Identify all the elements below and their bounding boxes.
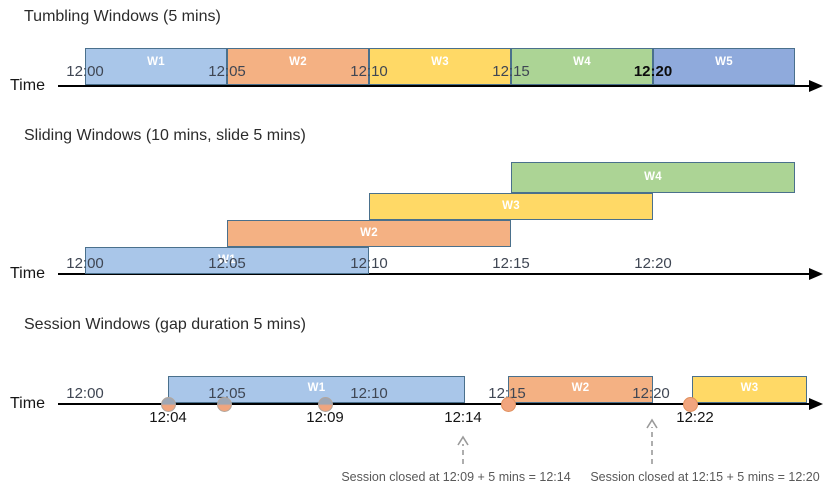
window-label: W2 xyxy=(289,56,307,68)
event-dot xyxy=(216,397,232,412)
window-bar-w2: W2 xyxy=(227,220,511,247)
time-axis-label: Time xyxy=(10,395,45,412)
window-bar-w4: W4 xyxy=(511,48,653,85)
event-time-label: 12:22 xyxy=(676,409,714,426)
section-title-sliding: Sliding Windows (10 mins, slide 5 mins) xyxy=(24,127,306,144)
window-label: W1 xyxy=(218,254,236,266)
session-close-arrow-icon xyxy=(646,418,658,464)
tick-label: 12:15 xyxy=(492,63,530,80)
tick-label: 12:10 xyxy=(350,63,388,80)
tick-label: 12:20 xyxy=(632,385,670,402)
session-close-caption: Session closed at 12:15 + 5 mins = 12:20 xyxy=(590,470,820,484)
window-bar-w1: W1 xyxy=(85,247,369,274)
tick-label: 12:15 xyxy=(492,255,530,272)
time-axis-label: Time xyxy=(10,265,45,282)
window-label: W3 xyxy=(740,382,759,394)
event-time-label: 12:04 xyxy=(149,409,187,426)
tick-label: 12:20 xyxy=(634,255,672,272)
session-close-arrow-icon xyxy=(457,435,469,464)
window-bar-w4: W4 xyxy=(511,162,795,193)
tick-label: 12:05 xyxy=(208,255,246,272)
window-label: W3 xyxy=(502,200,520,212)
session-close-caption: Session closed at 12:09 + 5 mins = 12:14 xyxy=(341,470,571,484)
event-time-label: 12:14 xyxy=(444,409,482,426)
axis-arrowhead-icon xyxy=(809,80,823,92)
window-label: W4 xyxy=(644,171,662,183)
axis-arrowhead-icon xyxy=(809,268,823,280)
window-label: W4 xyxy=(573,56,591,68)
window-bar-w2: W2 xyxy=(227,48,369,85)
window-bar-w1: W1 xyxy=(168,376,465,403)
window-bar-w3: W3 xyxy=(369,48,511,85)
section-title-tumbling: Tumbling Windows (5 mins) xyxy=(24,8,221,25)
axis-arrowhead-icon xyxy=(809,398,823,410)
window-label: W1 xyxy=(307,382,326,394)
window-label: W3 xyxy=(431,56,449,68)
event-dot xyxy=(160,397,176,412)
event-time-label: 12:09 xyxy=(306,409,344,426)
tick-label: 12:05 xyxy=(208,63,246,80)
tick-label: 12:00 xyxy=(66,255,104,272)
window-bar-w3: W3 xyxy=(692,376,807,403)
section-title-session: Session Windows (gap duration 5 mins) xyxy=(24,316,306,333)
event-dot xyxy=(682,397,698,412)
window-bar-w3: W3 xyxy=(369,193,653,220)
event-dot xyxy=(317,397,333,412)
window-label: W1 xyxy=(147,56,165,68)
tick-label: 12:20 xyxy=(633,63,673,80)
event-dot xyxy=(500,397,516,412)
tick-label: 12:10 xyxy=(350,255,388,272)
time-axis-label: Time xyxy=(10,77,45,94)
tick-label: 12:00 xyxy=(66,63,104,80)
window-bar-w5: W5 xyxy=(653,48,795,85)
tick-label: 12:10 xyxy=(350,385,388,402)
window-label: W5 xyxy=(715,56,733,68)
window-bar-w1: W1 xyxy=(85,48,227,85)
tick-label: 12:00 xyxy=(66,385,104,402)
time-axis xyxy=(58,85,811,87)
window-label: W2 xyxy=(571,382,590,394)
time-axis xyxy=(58,273,811,275)
tick-label: 12:05 xyxy=(208,385,246,402)
window-bar-w2: W2 xyxy=(508,376,653,403)
window-label: W2 xyxy=(360,227,378,239)
tick-label: 12:15 xyxy=(488,385,526,402)
time-axis xyxy=(58,403,811,405)
